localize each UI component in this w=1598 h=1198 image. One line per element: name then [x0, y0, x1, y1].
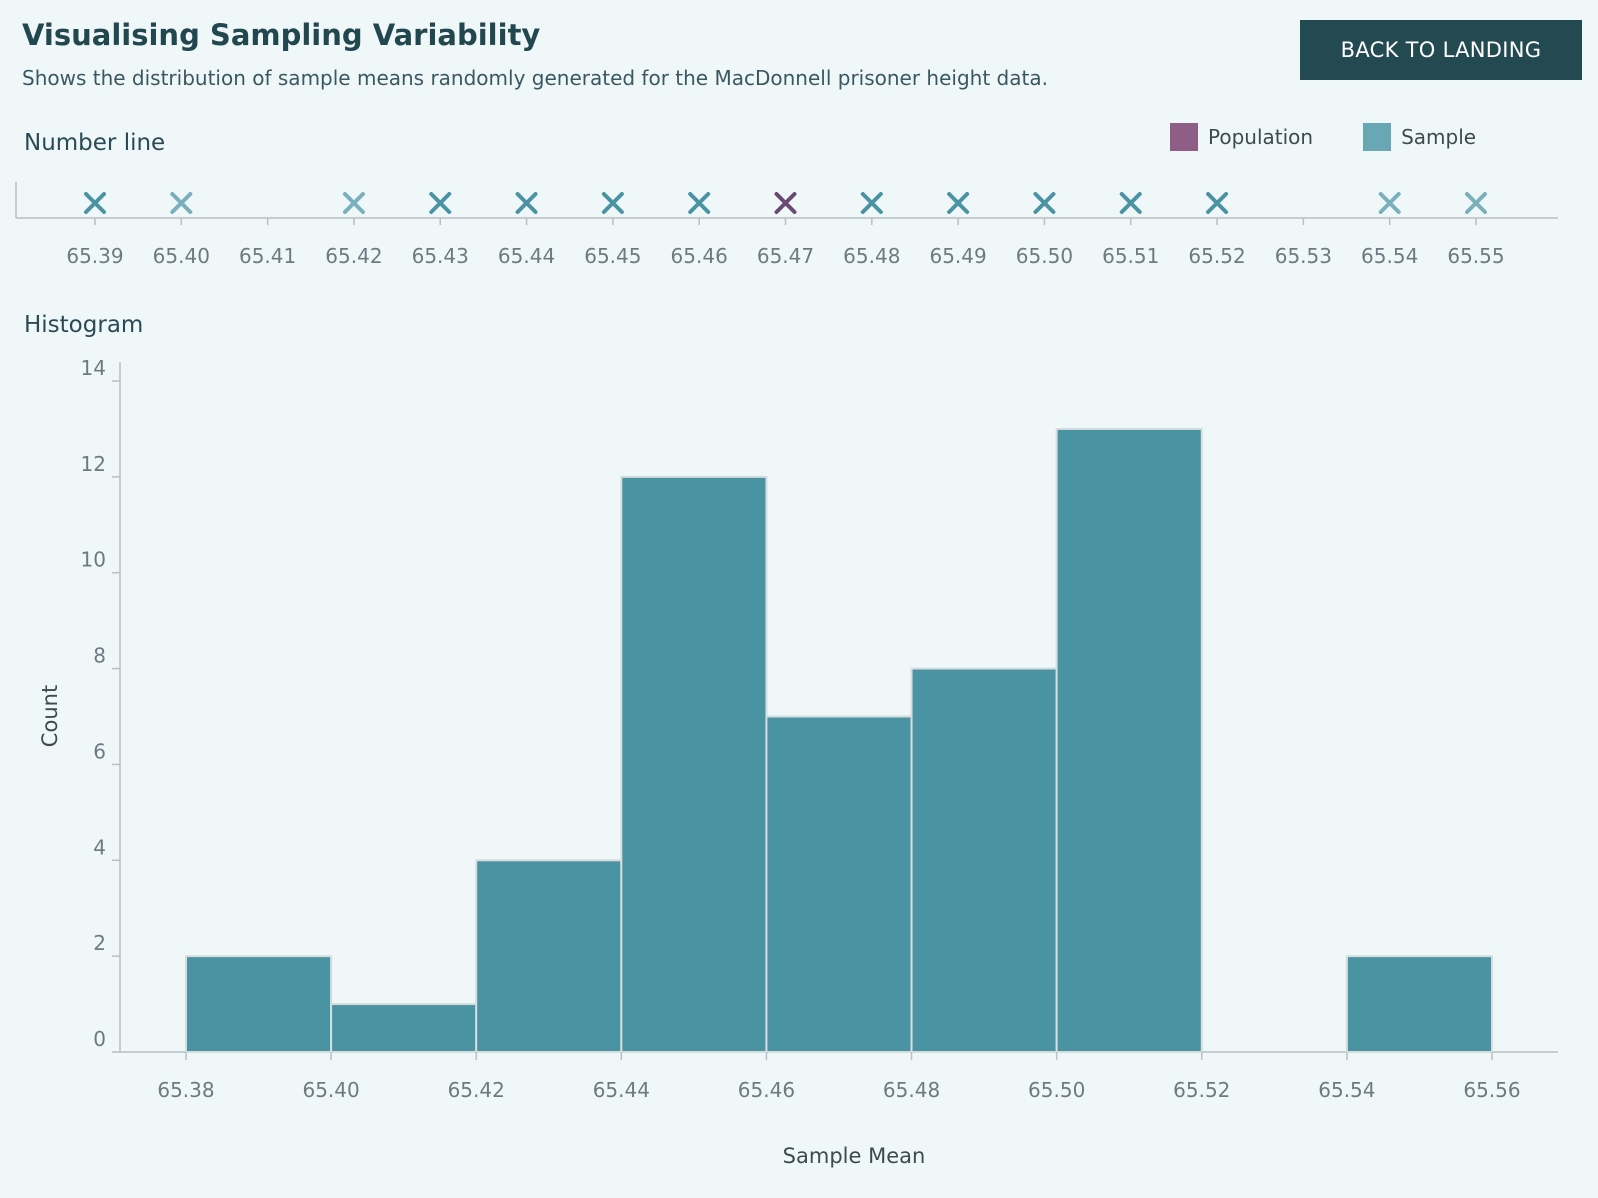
histogram-bar: [185, 955, 333, 1054]
sample-mean-marker: [601, 192, 624, 214]
histogram-x-tick-label: 65.38: [157, 1078, 214, 1102]
number-line-tick-label: 65.41: [239, 244, 296, 268]
number-line-tick-label: 65.49: [929, 244, 986, 268]
histogram-bar: [620, 475, 768, 1054]
histogram-y-tick-label: 8: [93, 644, 106, 668]
sample-mean-marker-stroke-b: [84, 192, 106, 214]
sample-mean-marker-stroke-b: [342, 192, 365, 214]
sample-mean-marker: [1033, 192, 1056, 214]
number-line-tick-label: 65.50: [1016, 244, 1073, 268]
number-line-tick-label: 65.53: [1275, 244, 1332, 268]
histogram-y-tick-label: 6: [93, 739, 106, 763]
histogram-y-tick-label: 0: [93, 1027, 106, 1051]
histogram-y-tick-label: 4: [93, 835, 106, 859]
histogram-bar: [1055, 427, 1203, 1053]
histogram-y-tick-label: 14: [81, 356, 106, 380]
number-line-tick-label: 65.43: [412, 244, 469, 268]
histogram-y-tick-label: 10: [81, 548, 106, 572]
histogram-title: Histogram: [24, 312, 144, 338]
legend-item-sample[interactable]: Sample: [1363, 123, 1476, 151]
histogram-x-tick-label: 65.40: [302, 1078, 359, 1102]
sample-mean-marker-stroke-b: [601, 192, 624, 214]
number-line-tick-label: 65.45: [584, 244, 641, 268]
number-line-tick-label: 65.54: [1361, 244, 1418, 268]
sample-mean-marker-stroke-b: [947, 192, 970, 214]
number-line-tick-label: 65.42: [325, 244, 382, 268]
histogram-y-tick-label: 12: [81, 452, 106, 476]
number-line-tick-label: 65.55: [1447, 244, 1504, 268]
sample-mean-marker: [688, 192, 711, 214]
sample-mean-marker-stroke-b: [1465, 192, 1487, 214]
number-line-tick-label: 65.44: [498, 244, 555, 268]
sample-mean-marker-stroke-b: [429, 192, 452, 214]
legend-item-population[interactable]: Population: [1170, 123, 1313, 151]
number-line-tick-label: 65.39: [66, 244, 123, 268]
sample-mean-marker: [84, 192, 106, 214]
number-line-tick-label: 65.52: [1188, 244, 1245, 268]
number-line-tick-label: 65.48: [843, 244, 900, 268]
sample-mean-marker: [1119, 192, 1142, 214]
sample-mean-marker: [515, 192, 538, 214]
histogram-x-tick-label: 65.48: [883, 1078, 940, 1102]
page-subtitle: Shows the distribution of sample means r…: [22, 66, 1048, 90]
sample-mean-marker: [429, 192, 452, 214]
sample-mean-marker: [1206, 192, 1229, 214]
sample-mean-marker-stroke-b: [1033, 192, 1056, 214]
population-mean-marker-stroke-b: [774, 192, 797, 214]
histogram-y-tick-label: 2: [93, 931, 106, 955]
sample-mean-marker-stroke-b: [1378, 192, 1401, 214]
back-to-landing-button[interactable]: BACK TO LANDING: [1300, 20, 1582, 80]
population-mean-marker: [774, 192, 797, 214]
histogram-x-tick-label: 65.44: [593, 1078, 650, 1102]
sample-mean-marker-stroke-b: [860, 192, 883, 214]
legend-swatch-population: [1170, 123, 1198, 151]
histogram-x-tick-label: 65.42: [448, 1078, 505, 1102]
histogram-x-tick-label: 65.52: [1173, 1078, 1230, 1102]
sample-mean-marker: [1378, 192, 1401, 214]
sample-mean-marker-stroke-b: [1119, 192, 1142, 214]
sample-mean-marker: [860, 192, 883, 214]
histogram-bar: [765, 715, 913, 1053]
number-line-tick-label: 65.40: [153, 244, 210, 268]
sample-mean-marker-stroke-b: [1206, 192, 1229, 214]
histogram-x-tick-label: 65.54: [1318, 1078, 1375, 1102]
histogram-y-axis-title: Count: [38, 685, 62, 747]
histogram-bar: [330, 1003, 478, 1053]
sample-mean-marker: [947, 192, 970, 214]
histogram-bar: [1345, 955, 1494, 1054]
page-title: Visualising Sampling Variability: [22, 18, 541, 52]
number-line-tick-label: 65.47: [757, 244, 814, 268]
histogram-x-tick-label: 65.56: [1463, 1078, 1520, 1102]
histogram-bar: [910, 667, 1058, 1053]
sample-mean-marker-stroke-b: [170, 192, 193, 214]
number-line-title: Number line: [24, 130, 166, 156]
sample-mean-marker-stroke-b: [688, 192, 711, 214]
sample-mean-marker-stroke-b: [515, 192, 538, 214]
sample-mean-marker: [1465, 192, 1487, 214]
legend-label-population: Population: [1208, 125, 1314, 149]
histogram-x-tick-label: 65.46: [738, 1078, 795, 1102]
sample-mean-marker: [342, 192, 365, 214]
number-line-tick-label: 65.51: [1102, 244, 1159, 268]
legend: Population Sample: [1170, 123, 1526, 151]
legend-label-sample: Sample: [1401, 125, 1477, 149]
sample-mean-marker: [170, 192, 193, 214]
histogram-x-axis-title: Sample Mean: [783, 1144, 926, 1168]
histogram-x-tick-label: 65.50: [1028, 1078, 1085, 1102]
number-line-tick-label: 65.46: [671, 244, 728, 268]
legend-swatch-sample: [1363, 123, 1392, 151]
histogram-bar: [475, 859, 623, 1053]
